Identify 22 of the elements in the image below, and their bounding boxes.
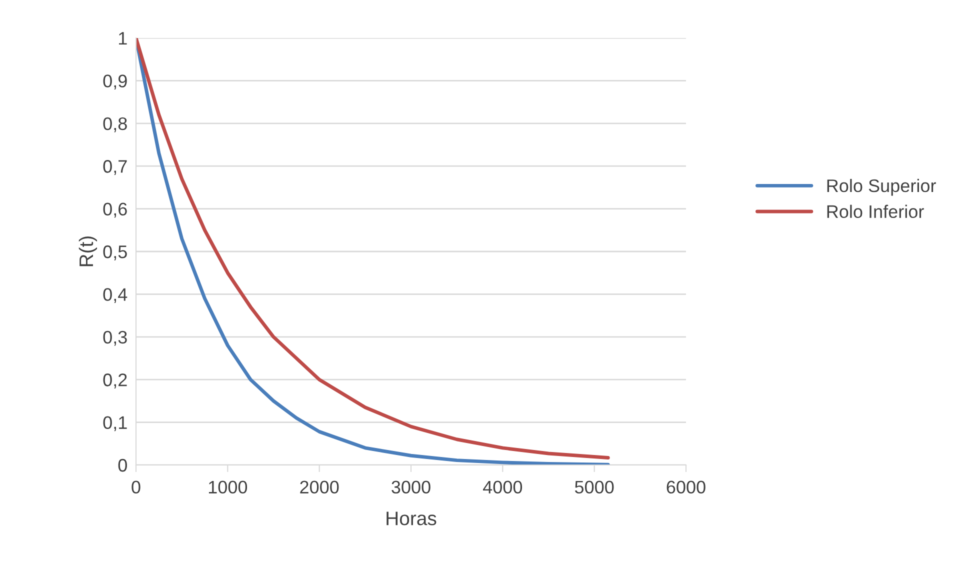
legend-label: Rolo Superior — [827, 178, 936, 196]
x-tick-label: 4000 — [483, 480, 522, 494]
x-tick-label: 5000 — [574, 480, 614, 494]
y-tick-label: 0,2 — [103, 374, 127, 388]
y-tick-label: 0,5 — [103, 245, 127, 260]
y-tick-label: 0,9 — [103, 74, 127, 90]
y-tick-label: 0,4 — [103, 288, 128, 304]
x-tick-label: 0 — [132, 480, 140, 494]
x-tick-label: 2000 — [300, 480, 339, 494]
y-tick-label: 0,7 — [103, 160, 127, 175]
x-tick-label: 1000 — [208, 480, 248, 494]
y-tick-label: 0,8 — [103, 117, 127, 132]
y-tick-label: 0 — [118, 458, 127, 472]
x-tick-label: 6000 — [666, 480, 706, 494]
y-tick-label: 0,6 — [103, 202, 127, 218]
y-tick-label: 0,3 — [103, 330, 127, 346]
x-axis-title: Horas — [386, 512, 436, 526]
x-tick-label: 3000 — [392, 480, 430, 494]
legend-label: Rolo Inferior — [827, 204, 924, 218]
y-tick-label: 1 — [119, 32, 127, 45]
y-axis-title: R(t) — [78, 236, 98, 266]
y-tick-label: 0,1 — [103, 416, 127, 432]
